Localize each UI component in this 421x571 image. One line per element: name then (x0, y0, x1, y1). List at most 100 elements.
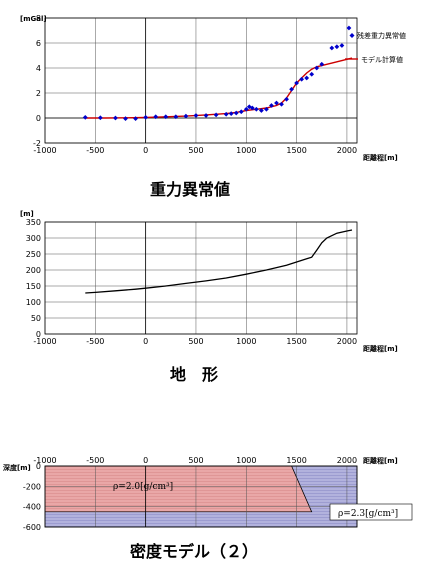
residual-point-29 (299, 76, 305, 82)
region-rho23-label: ρ=2.3[g/cm³] (338, 509, 398, 519)
c1-ytick-label-5: 8 (36, 14, 41, 23)
c1-xtick-label-5: 1500 (286, 146, 306, 155)
c1-xtick-label-3: 500 (188, 146, 203, 155)
residual-point-22 (264, 106, 269, 112)
residual-point-26 (284, 96, 289, 102)
c2-ytick-label-2: 100 (26, 298, 41, 307)
c2-ytick-label-0: 0 (36, 330, 41, 339)
c3-xtick-label-5: 1500 (286, 456, 306, 465)
c1-frame (44, 17, 358, 144)
residual-point-19 (249, 105, 255, 111)
c2-ytick-label-5: 250 (26, 250, 41, 259)
c2-xtick-label-6: 2000 (337, 337, 357, 346)
residual-point-12 (213, 112, 219, 118)
c2-ytick-label-7: 350 (26, 218, 41, 227)
residual-point-17 (243, 106, 249, 112)
residual-point-37 (346, 25, 352, 31)
residual-point-1 (97, 115, 103, 121)
c3-xtick-label-3: 500 (188, 456, 203, 465)
c2-ytick-label-1: 50 (31, 314, 41, 323)
c2-xtick-label-1: -500 (86, 337, 104, 346)
topography-chart: -1000 -500 0 500 1000 1500 2000 0 50 100 150 200 250… (26, 218, 358, 346)
c2-xtick-label-0: -1000 (33, 337, 56, 346)
chart2-title: 地 形 (170, 365, 218, 384)
residual-point-27 (289, 86, 294, 92)
c1-ytick-label-0: -2 (33, 139, 41, 148)
region-rho20-label: ρ=2.0[g/cm³] (113, 482, 173, 492)
c2-frame (44, 221, 358, 335)
residual-point-35 (334, 44, 340, 50)
residual-point-25 (279, 101, 284, 107)
residual-point-23 (269, 103, 274, 108)
c1-ytick-label-4: 6 (36, 39, 41, 48)
c3-ytick-label-0: 0 (36, 462, 41, 471)
c3-frame (44, 465, 358, 528)
c2-ytick-label-6: 300 (26, 234, 41, 243)
c1-xtick-label-6: 2000 (337, 146, 357, 155)
topography-profile-line (85, 229, 353, 294)
c1-xtick-label-2: 0 (143, 146, 148, 155)
residual-point-33 (319, 61, 325, 67)
chart1-xlabel: 距離程[m] (363, 153, 398, 162)
c1-xtick-label-1: -500 (86, 146, 104, 155)
residual-point-9 (183, 113, 189, 119)
residual-point-28 (294, 80, 300, 86)
c2-ytick-label-4: 200 (26, 266, 41, 275)
c1-xtick-label-0: -1000 (33, 146, 56, 155)
residual-point-34 (329, 45, 335, 51)
c1-ytick-label-3: 4 (36, 64, 41, 73)
residual-point-11 (203, 113, 209, 118)
c3-xtick-label-6: 2000 (337, 456, 357, 465)
gravity-anomaly-chart: -1000 -500 0 500 1000 1500 2000 -2 0 2 4 6 8 (33, 14, 358, 155)
c3-ytick-label-1: -200 (23, 482, 41, 491)
density-model-chart: -1000 -500 0 500 1000 1500 2000 0 -200 -400 -600 (23, 456, 358, 532)
residual-point-5 (143, 114, 149, 120)
legend-residual-label: 残差重力異常値 (357, 31, 406, 40)
c3-xtick-label-1: -500 (86, 456, 104, 465)
residual-point-14 (228, 111, 234, 117)
c2-xtick-label-5: 1500 (286, 337, 306, 346)
residual-point-8 (173, 114, 179, 120)
chart3-title: 密度モデル（２） (129, 542, 258, 561)
c1-ytick-label-2: 2 (36, 89, 41, 98)
residual-point-16 (238, 109, 244, 115)
residual-point-36 (339, 43, 345, 48)
residual-point-21 (258, 108, 264, 113)
c1-xtick-label-4: 1000 (236, 146, 256, 155)
residual-point-20 (253, 106, 259, 112)
c3-xtick-label-4: 1000 (236, 456, 256, 465)
chart3-xlabel: 距離程[m] (363, 456, 398, 465)
legend-residual-marker (349, 33, 355, 38)
c2-ytick-label-3: 150 (26, 282, 41, 291)
residual-point-4 (133, 116, 138, 122)
chart1-title: 重力異常値 (150, 180, 230, 199)
c2-xtick-label-4: 1000 (236, 337, 256, 346)
residual-point-32 (314, 65, 320, 71)
residual-point-6 (153, 114, 159, 120)
residual-point-13 (223, 111, 229, 117)
residual-point-3 (123, 116, 128, 122)
c3-xtick-label-2: 0 (143, 456, 148, 465)
c1-ytick-label-1: 0 (36, 114, 41, 123)
c3-xtick-label-0: -1000 (33, 456, 56, 465)
chart1-ylabel: [mGal] (20, 15, 47, 23)
chart2-ylabel: [m] (20, 210, 34, 218)
model-calculated-line (85, 57, 353, 119)
c3-ytick-label-2: -400 (23, 503, 41, 512)
residual-point-10 (193, 113, 199, 118)
residual-point-0 (82, 114, 88, 120)
residual-point-31 (309, 71, 315, 77)
residual-point-7 (163, 114, 169, 120)
chart2-xlabel: 距離程[m] (363, 344, 398, 353)
c3-ytick-label-3: -600 (23, 523, 41, 532)
residual-point-15 (233, 110, 239, 116)
region-rho23-label-box (329, 503, 413, 521)
residual-point-30 (304, 75, 310, 81)
residual-point-2 (113, 115, 118, 121)
legend-model-label: モデル計算値 (361, 55, 403, 64)
residual-point-24 (274, 100, 279, 106)
chart3-ylabel: 深度[m] (3, 463, 31, 472)
region-rho20-polygon (44, 465, 313, 513)
c2-xtick-label-3: 500 (188, 337, 203, 346)
